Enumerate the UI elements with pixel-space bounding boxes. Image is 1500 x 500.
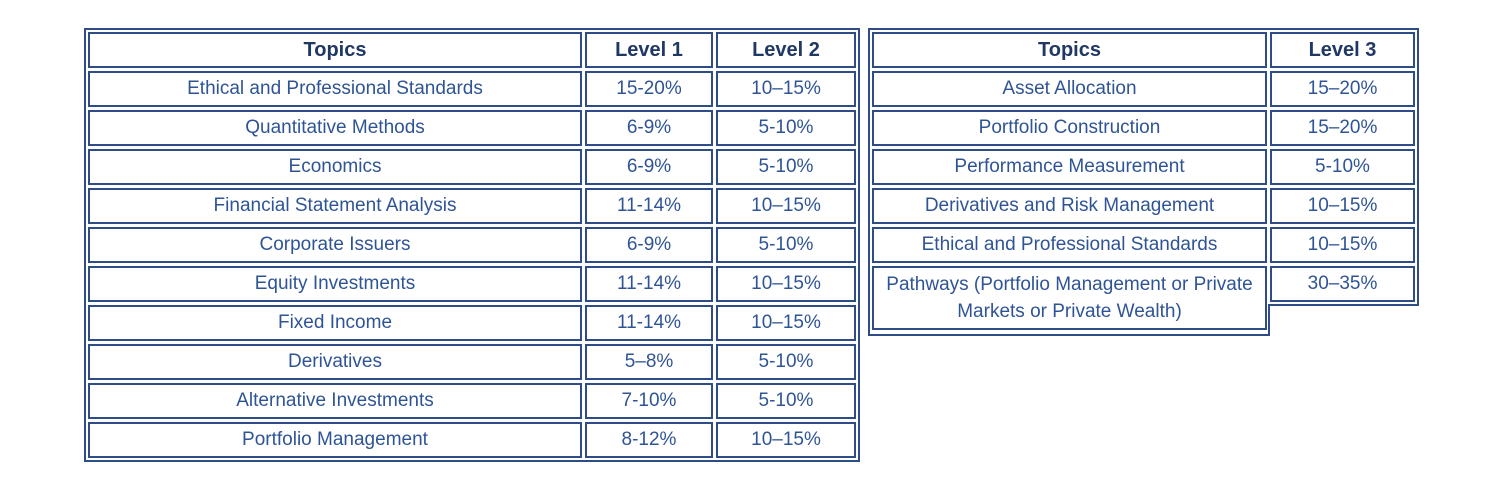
table-row: Derivatives 5–8% 5-10% (88, 344, 856, 380)
topic-cell: Corporate Issuers (88, 227, 582, 263)
table-row: Fixed Income 11-14% 10–15% (88, 305, 856, 341)
column-header-level1: Level 1 (585, 32, 713, 68)
table-header-row: Topics Level 1 Level 2 (88, 32, 856, 68)
level2-cell: 10–15% (716, 422, 856, 458)
level2-cell: 5-10% (716, 344, 856, 380)
table-row: Portfolio Construction 15–20% (872, 110, 1415, 146)
level1-cell: 7-10% (585, 383, 713, 419)
table-header-row: Topics Level 3 (872, 32, 1415, 68)
topic-cell: Asset Allocation (872, 71, 1267, 107)
table-row: Economics 6-9% 5-10% (88, 149, 856, 185)
column-header-topics: Topics (872, 32, 1267, 68)
topic-cell: Portfolio Construction (872, 110, 1267, 146)
level2-cell: 10–15% (716, 71, 856, 107)
topic-cell: Derivatives (88, 344, 582, 380)
column-header-topics: Topics (88, 32, 582, 68)
topic-cell: Quantitative Methods (88, 110, 582, 146)
level1-cell: 11-14% (585, 266, 713, 302)
table-row: Asset Allocation 15–20% (872, 71, 1415, 107)
level1-level2-weights-table: Topics Level 1 Level 2 Ethical and Profe… (84, 28, 860, 462)
level1-cell: 6-9% (585, 110, 713, 146)
table-row: Ethical and Professional Standards 15-20… (88, 71, 856, 107)
table-row: Performance Measurement 5-10% (872, 149, 1415, 185)
table-row: Derivatives and Risk Management 10–15% (872, 188, 1415, 224)
level3-weights-table: Topics Level 3 Asset Allocation 15–20% P… (868, 28, 1419, 336)
table-row: Alternative Investments 7-10% 5-10% (88, 383, 856, 419)
topic-cell: Alternative Investments (88, 383, 582, 419)
table-row: Quantitative Methods 6-9% 5-10% (88, 110, 856, 146)
table-row: Financial Statement Analysis 11-14% 10–1… (88, 188, 856, 224)
topic-cell: Ethical and Professional Standards (872, 227, 1267, 263)
topic-cell: Ethical and Professional Standards (88, 71, 582, 107)
level2-cell: 5-10% (716, 110, 856, 146)
table-row: Equity Investments 11-14% 10–15% (88, 266, 856, 302)
topic-cell: Derivatives and Risk Management (872, 188, 1267, 224)
level3-cell: 30–35% (1270, 266, 1415, 302)
level3-cell: 5-10% (1270, 149, 1415, 185)
table-row: Portfolio Management 8-12% 10–15% (88, 422, 856, 458)
level1-cell: 6-9% (585, 227, 713, 263)
table-row: Ethical and Professional Standards 10–15… (872, 227, 1415, 263)
level2-cell: 10–15% (716, 188, 856, 224)
level3-cell: 15–20% (1270, 110, 1415, 146)
level2-cell: 10–15% (716, 266, 856, 302)
topic-cell: Pathways (Portfolio Management or Privat… (872, 266, 1267, 330)
level1-cell: 5–8% (585, 344, 713, 380)
table-row: Corporate Issuers 6-9% 5-10% (88, 227, 856, 263)
level2-cell: 5-10% (716, 149, 856, 185)
level1-cell: 8-12% (585, 422, 713, 458)
level1-cell: 11-14% (585, 188, 713, 224)
level2-cell: 10–15% (716, 305, 856, 341)
topic-cell: Economics (88, 149, 582, 185)
topic-cell: Fixed Income (88, 305, 582, 341)
level1-cell: 6-9% (585, 149, 713, 185)
level3-cell: 10–15% (1270, 188, 1415, 224)
column-header-level2: Level 2 (716, 32, 856, 68)
table-row: Pathways (Portfolio Management or Privat… (872, 266, 1415, 330)
topic-cell: Performance Measurement (872, 149, 1267, 185)
level2-cell: 5-10% (716, 227, 856, 263)
level3-cell: 15–20% (1270, 71, 1415, 107)
column-header-level3: Level 3 (1270, 32, 1415, 68)
level2-cell: 5-10% (716, 383, 856, 419)
topic-cell: Equity Investments (88, 266, 582, 302)
topic-cell: Financial Statement Analysis (88, 188, 582, 224)
level1-cell: 15-20% (585, 71, 713, 107)
topic-cell: Portfolio Management (88, 422, 582, 458)
level3-cell: 10–15% (1270, 227, 1415, 263)
level1-cell: 11-14% (585, 305, 713, 341)
